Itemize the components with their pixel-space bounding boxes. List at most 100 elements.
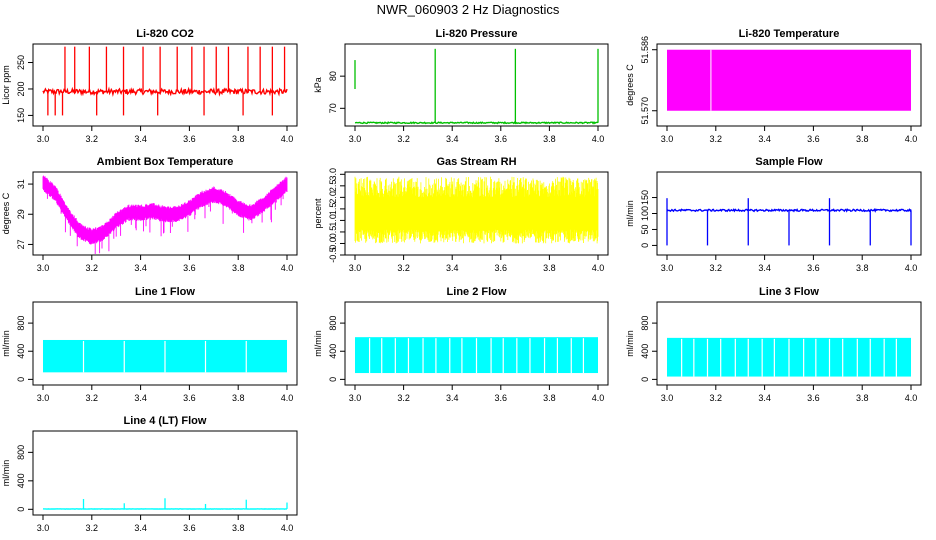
series-line — [354, 121, 599, 125]
plot-frame — [32, 430, 298, 516]
x-tick-label: 3.8 — [232, 263, 245, 273]
x-tick-label: 3.6 — [807, 263, 820, 273]
y-tick-label: 0.0 — [328, 237, 338, 250]
y-tick-label: 31 — [16, 179, 26, 189]
x-tick-label: 3.8 — [232, 134, 245, 144]
chart-pressure: Li-820 Pressure kPa 3.0 3.2 3.4 3.6 3.8 4.0 70 80 — [313, 28, 609, 144]
chart-title: Li-820 Temperature — [739, 28, 840, 40]
y-tick-label: 70 — [328, 103, 338, 113]
x-tick-label: 4.0 — [592, 134, 605, 144]
y-axis-label: ml/min — [1, 330, 11, 357]
y-axis-label: degrees C — [625, 64, 635, 106]
x-tick-label: 4.0 — [281, 523, 294, 533]
y-axis-label: Licor ppm — [1, 65, 11, 105]
y-tick-label: 29 — [16, 209, 26, 219]
y-axis-label: ml/min — [1, 460, 11, 487]
chart-title: Sample Flow — [755, 156, 823, 168]
y-axis-label: kPa — [313, 77, 323, 93]
y-tick-label: -0.5 — [328, 247, 338, 263]
x-tick-label: 4.0 — [592, 263, 605, 273]
y-tick-label: 1.0 — [328, 214, 338, 227]
x-tick-label: 3.8 — [856, 134, 869, 144]
chart-title: Line 1 Flow — [135, 286, 195, 298]
x-tick-label: 4.0 — [281, 393, 294, 403]
y-tick-label: 150 — [640, 190, 650, 205]
y-tick-label: 800 — [640, 316, 650, 331]
x-tick-label: 3.4 — [134, 523, 147, 533]
x-tick-label: 3.0 — [37, 263, 50, 273]
x-tick-label: 3.8 — [856, 393, 869, 403]
x-tick-label: 3.0 — [37, 393, 50, 403]
chart-ambient: Ambient Box Temperature degrees C 3.0 3.2 3.… — [1, 156, 298, 273]
x-tick-label: 3.4 — [134, 393, 147, 403]
x-tick-label: 3.0 — [37, 523, 50, 533]
chart-line2: Line 2 Flow ml/min 3.0 3.2 3.4 3.6 3.8 4.0 0 400 8… — [313, 286, 609, 403]
x-tick-label: 3.2 — [86, 393, 99, 403]
series-fill — [667, 49, 911, 111]
x-tick-label: 3.2 — [397, 263, 410, 273]
chart-title: Li-820 Pressure — [436, 28, 518, 40]
chart-rh: Gas Stream RH percent 3.0 3.2 3.4 3.6 3.8 4.0 -0… — [313, 156, 609, 273]
y-tick-label: 0 — [16, 507, 26, 512]
x-tick-label: 3.4 — [758, 263, 771, 273]
chart-title: Line 3 Flow — [759, 286, 819, 298]
x-tick-label: 3.0 — [349, 263, 362, 273]
y-tick-label: 3.0 — [328, 168, 338, 181]
y-tick-label: 0 — [328, 377, 338, 382]
x-tick-label: 3.2 — [86, 263, 99, 273]
chart-line1: Line 1 Flow ml/min 3.0 3.2 3.4 3.6 3.8 4.0 0 400 8… — [1, 286, 298, 403]
x-tick-label: 3.8 — [543, 263, 556, 273]
plot-frame — [656, 43, 922, 127]
chart-sample: Sample Flow ml/min 3.0 3.2 3.4 3.6 3.8 4.0 0 50 10… — [625, 156, 922, 273]
y-axis-label: ml/min — [625, 200, 635, 227]
series-band — [42, 175, 288, 254]
x-tick-label: 3.0 — [349, 393, 362, 403]
x-tick-label: 3.2 — [397, 393, 410, 403]
plot-frame — [656, 301, 922, 386]
x-tick-label: 3.6 — [183, 523, 196, 533]
x-tick-label: 3.4 — [134, 263, 147, 273]
y-axis-label: degrees C — [1, 192, 11, 234]
y-tick-label: 400 — [16, 344, 26, 359]
x-tick-label: 3.6 — [183, 263, 196, 273]
x-tick-label: 3.0 — [661, 263, 674, 273]
y-tick-label: 2.5 — [328, 180, 338, 193]
x-tick-label: 4.0 — [905, 134, 918, 144]
y-tick-label: 400 — [328, 344, 338, 359]
chart-title: Line 2 Flow — [447, 286, 507, 298]
x-tick-label: 3.6 — [807, 393, 820, 403]
plot-frame — [32, 301, 298, 386]
chart-title: Li-820 CO2 — [136, 28, 193, 40]
x-tick-label: 3.8 — [543, 393, 556, 403]
x-tick-label: 3.2 — [710, 263, 723, 273]
x-tick-label: 3.6 — [183, 393, 196, 403]
x-tick-label: 3.0 — [661, 393, 674, 403]
x-tick-label: 3.2 — [86, 134, 99, 144]
y-tick-label: 2.0 — [328, 191, 338, 204]
x-tick-label: 3.4 — [446, 263, 459, 273]
x-tick-label: 3.8 — [232, 523, 245, 533]
y-tick-label: 100 — [640, 206, 650, 221]
x-tick-label: 4.0 — [281, 263, 294, 273]
y-tick-label: 800 — [328, 316, 338, 331]
y-tick-label: 0 — [640, 243, 650, 248]
plot-frame — [344, 171, 609, 256]
plot-frame — [344, 301, 609, 386]
x-tick-label: 3.6 — [183, 134, 196, 144]
y-tick-label: 27 — [16, 239, 26, 249]
chart-line4: Line 4 (LT) Flow ml/min 3.0 3.2 3.4 3.6 3.8 4.0… — [1, 415, 298, 533]
x-tick-label: 3.4 — [446, 134, 459, 144]
x-tick-label: 3.2 — [710, 134, 723, 144]
x-tick-label: 3.6 — [495, 393, 508, 403]
x-tick-label: 3.0 — [349, 134, 362, 144]
x-tick-label: 3.0 — [661, 134, 674, 144]
plot-frame — [344, 43, 609, 127]
series-line — [42, 86, 288, 97]
y-tick-label: 51.570 — [640, 97, 650, 125]
x-tick-label: 3.0 — [37, 134, 50, 144]
x-tick-label: 3.2 — [710, 393, 723, 403]
y-tick-label: 50 — [640, 224, 650, 234]
x-tick-label: 3.8 — [543, 134, 556, 144]
y-tick-label: 800 — [16, 316, 26, 331]
